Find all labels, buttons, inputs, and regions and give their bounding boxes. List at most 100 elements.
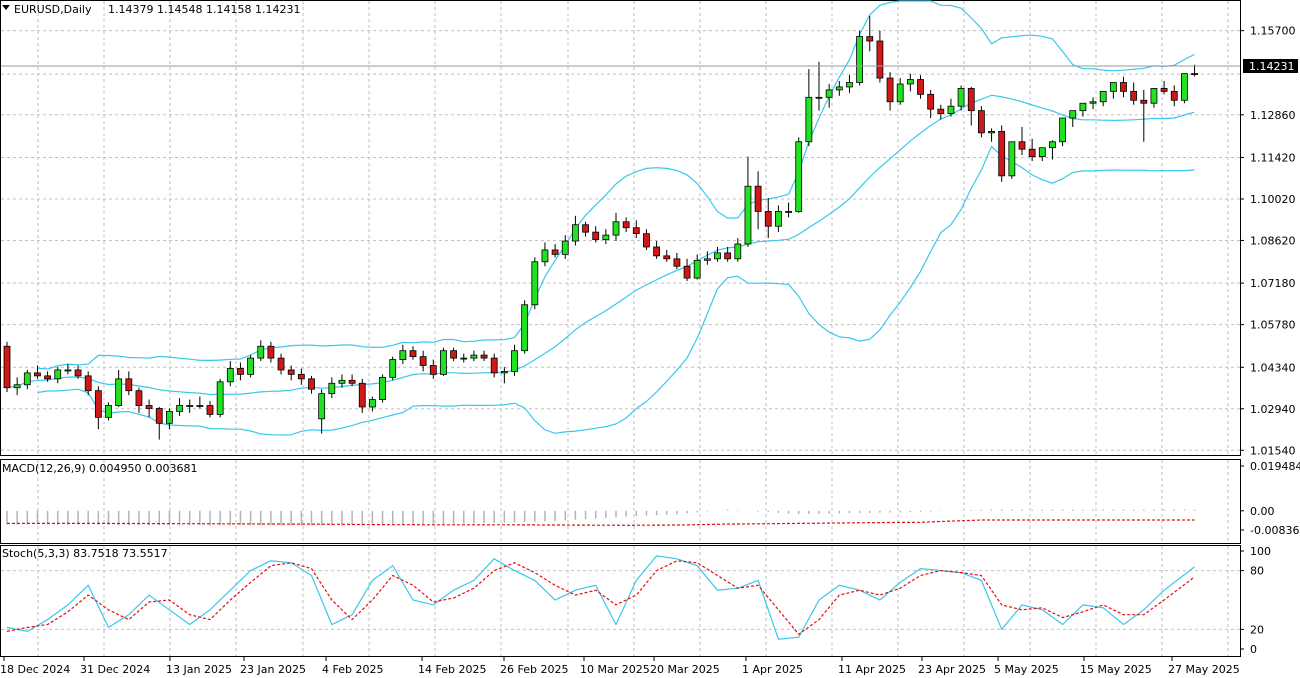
candle xyxy=(399,344,407,365)
candle xyxy=(927,89,935,119)
candle-body xyxy=(389,359,397,378)
candle-body xyxy=(105,405,112,418)
candle xyxy=(1150,88,1158,108)
candle-body xyxy=(267,345,275,359)
candle-body xyxy=(1018,141,1026,150)
candle xyxy=(186,399,194,413)
candle xyxy=(216,378,224,418)
candle xyxy=(429,359,437,379)
candle xyxy=(825,83,833,108)
candle xyxy=(450,347,458,362)
candle-body xyxy=(957,88,965,107)
candle-body xyxy=(1038,147,1046,157)
candle xyxy=(267,341,275,363)
candle-body xyxy=(429,365,437,375)
time-axis-label: 23 Jan 2025 xyxy=(240,663,306,676)
macd-axis-label: -0.00836 xyxy=(1250,524,1299,537)
candle-body xyxy=(612,221,620,236)
triangle-down-icon[interactable] xyxy=(2,5,10,10)
candle-body xyxy=(572,224,579,242)
candle xyxy=(297,368,305,385)
time-axis-label: 11 Apr 2025 xyxy=(838,663,906,676)
candle-body xyxy=(176,405,183,412)
candle xyxy=(734,238,742,262)
price-axis-label: 1.04340 xyxy=(1250,361,1296,374)
candle-body xyxy=(13,384,21,389)
stoch-axis-label: 100 xyxy=(1250,545,1271,558)
candle-body xyxy=(521,304,529,352)
candle-body xyxy=(703,258,711,261)
candle xyxy=(135,387,143,413)
candle-body xyxy=(511,350,518,372)
price-axis: 1.15700 1.12860 1.11420 1.10020 1.08620 1.071… xyxy=(1240,25,1296,457)
candle-body xyxy=(815,96,823,99)
candle-body xyxy=(94,390,102,418)
candle-body xyxy=(186,405,194,407)
candle-body xyxy=(978,110,985,134)
candle xyxy=(1130,82,1138,105)
candle xyxy=(1079,102,1087,117)
candle-body xyxy=(34,372,41,377)
candle-body xyxy=(683,265,691,279)
candle-body xyxy=(450,350,458,359)
candle-body xyxy=(998,130,1006,177)
time-axis-label: 13 Jan 2025 xyxy=(166,663,232,676)
candle xyxy=(754,171,762,230)
macd-panel-frame xyxy=(0,459,1241,544)
candle xyxy=(84,371,92,396)
candle-body xyxy=(1099,90,1107,103)
price-axis-label: 1.10020 xyxy=(1250,193,1296,206)
price-panel-frame xyxy=(0,0,1241,456)
chart-header: EURUSD,Daily xyxy=(14,3,92,16)
candle xyxy=(856,30,863,86)
candle-body xyxy=(876,40,884,79)
candle xyxy=(785,202,792,218)
candle xyxy=(105,402,112,421)
candle-body xyxy=(906,79,914,85)
candle-body xyxy=(1059,117,1066,143)
time-axis-label: 27 May 2025 xyxy=(1168,663,1240,676)
candle xyxy=(64,364,72,375)
candle xyxy=(379,374,386,403)
candle-body xyxy=(1120,82,1127,92)
candle xyxy=(196,396,204,409)
time-axis-label: 31 Dec 2024 xyxy=(80,663,150,676)
candle xyxy=(1028,138,1036,162)
candle xyxy=(1181,73,1188,104)
candle xyxy=(978,106,985,138)
macd-signal-line xyxy=(7,519,1195,526)
stoch-panel-frame xyxy=(0,545,1241,657)
time-axis-label: 1 Apr 2025 xyxy=(742,663,803,676)
candle-body xyxy=(135,390,143,406)
candle-body xyxy=(277,357,285,371)
candle-body xyxy=(937,108,945,115)
candle xyxy=(358,378,366,413)
candle-body xyxy=(673,258,681,267)
candle xyxy=(226,361,234,387)
candle xyxy=(1160,81,1168,95)
candle-body xyxy=(785,211,792,213)
candle xyxy=(247,355,255,378)
candle-body xyxy=(64,369,72,372)
candle xyxy=(795,137,803,213)
candle-body xyxy=(927,93,935,110)
candle-body xyxy=(84,375,92,392)
candle-body xyxy=(805,96,813,143)
candle-body xyxy=(379,376,386,400)
candle xyxy=(155,406,163,440)
candle-body xyxy=(460,357,468,360)
candle-body xyxy=(115,378,123,406)
candle xyxy=(572,215,579,246)
candle xyxy=(1069,110,1077,127)
candle xyxy=(561,235,569,259)
candle-body xyxy=(1181,73,1188,101)
stoch-title: Stoch(5,3,3) 83.7518 73.5517 xyxy=(2,547,168,560)
candle xyxy=(74,365,82,379)
candle xyxy=(1140,89,1148,142)
candle-body xyxy=(1170,90,1178,101)
candle-body xyxy=(643,233,650,248)
stoch-signal-line xyxy=(6,560,1195,636)
candle xyxy=(683,258,691,282)
candle-body xyxy=(338,379,346,384)
candle xyxy=(419,350,427,372)
